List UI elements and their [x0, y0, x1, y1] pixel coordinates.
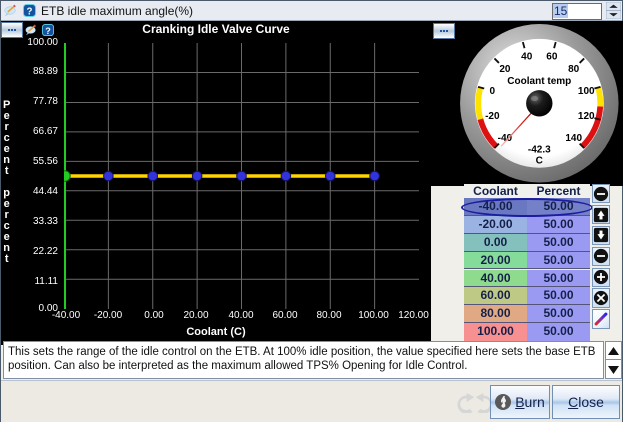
- svg-text:60: 60: [546, 52, 558, 63]
- svg-text:120: 120: [578, 111, 595, 122]
- svg-text:80: 80: [568, 64, 580, 75]
- svg-text:-42.3: -42.3: [528, 145, 551, 156]
- svg-text:20: 20: [499, 64, 511, 75]
- svg-text:100: 100: [578, 86, 595, 97]
- svg-text:Coolant temp: Coolant temp: [507, 76, 571, 87]
- svg-text:140: 140: [565, 133, 582, 144]
- svg-text:-20: -20: [485, 111, 500, 122]
- svg-text:40: 40: [521, 52, 533, 63]
- svg-text:0: 0: [489, 86, 495, 97]
- svg-text:?: ?: [27, 7, 33, 18]
- svg-text:C: C: [535, 156, 542, 167]
